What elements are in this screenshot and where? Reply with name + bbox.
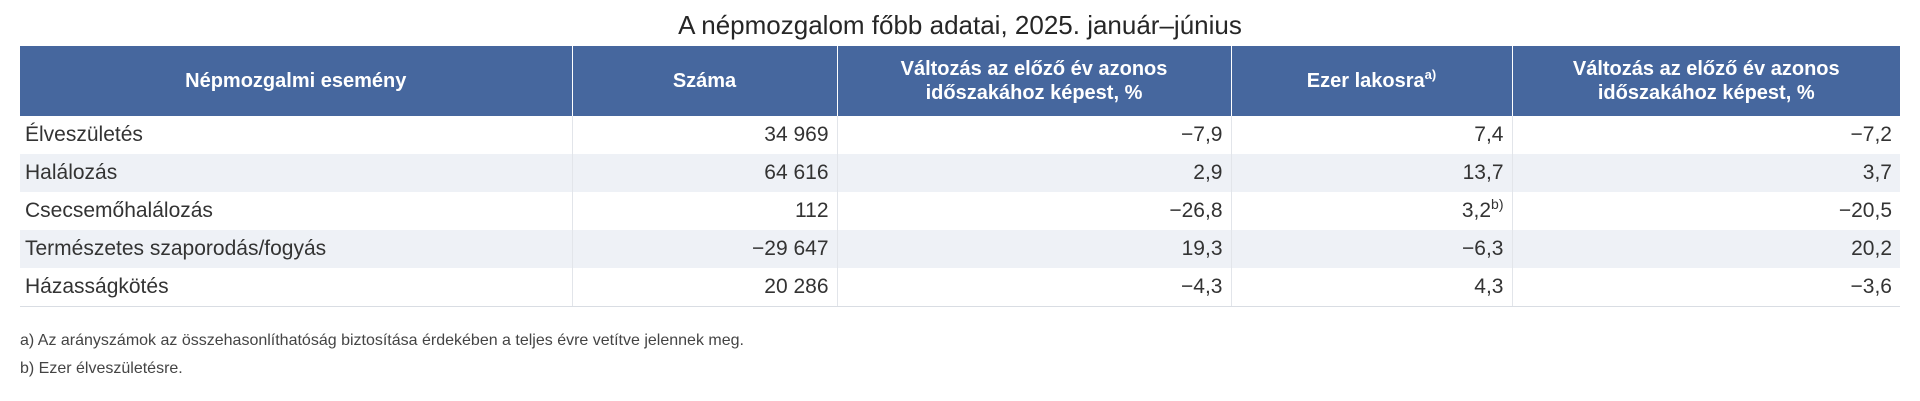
cell-change-rate: 20,2 (1512, 230, 1900, 268)
cell-change-count: −4,3 (837, 268, 1232, 307)
cell-count: 20 286 (572, 268, 838, 307)
header-event-label: Népmozgalmi esemény (185, 70, 407, 92)
cell-count: 112 (572, 192, 838, 230)
table-row: Természetes szaporodás/fogyás −29 647 19… (20, 230, 1900, 268)
demographics-table: Népmozgalmi esemény Száma Változás az el… (20, 46, 1900, 307)
table-row: Élveszületés 34 969 −7,9 7,4 −7,2 (20, 116, 1900, 154)
cell-event: Halálozás (20, 154, 573, 192)
header-event: Népmozgalmi esemény (20, 46, 573, 116)
table-header: Népmozgalmi esemény Száma Változás az el… (20, 46, 1900, 116)
cell-change-rate: −20,5 (1838, 199, 1892, 222)
cell-change-count: −7,9 (837, 116, 1232, 154)
cell-change-rate: −7,2 (1850, 123, 1892, 146)
header-row: Népmozgalmi esemény Száma Változás az el… (20, 46, 1900, 116)
cell-event: Természetes szaporodás/fogyás (20, 230, 573, 268)
footnote-marker-a: a) (1424, 67, 1437, 82)
header-change-rate: Változás az előző év azonos időszakához … (1512, 46, 1900, 116)
header-per-thousand-label: Ezer lakosra (1306, 70, 1425, 92)
header-count: Száma (572, 46, 838, 116)
table-row: Csecsemőhalálozás 112 −26,8 3,2b) −20,5 (20, 192, 1900, 230)
header-change-rate-label: Változás az előző év azonos időszakához … (1572, 58, 1840, 104)
cell-count: 64 616 (572, 154, 838, 192)
cell-per-thousand: 13,7 (1231, 154, 1513, 192)
per-thousand-value: −6,3 (1462, 237, 1504, 260)
cell-count: 34 969 (572, 116, 838, 154)
cell-change-count: 19,3 (837, 230, 1232, 268)
footnote-b: b) Ezer élveszületésre. (20, 360, 183, 377)
cell-change-rate: 3,7 (1512, 154, 1900, 192)
table-body: Élveszületés 34 969 −7,9 7,4 −7,2 Halálo… (20, 116, 1900, 307)
cell-event: Házasságkötés (20, 268, 573, 307)
cell-change-rate: −3,6 (1512, 268, 1900, 307)
header-change-count-label: Változás az előző év azonos időszakához … (900, 58, 1168, 104)
cell-change-count: 2,9 (837, 154, 1232, 192)
per-thousand-value: 3,2 (1461, 199, 1492, 222)
table-row: Házasságkötés 20 286 −4,3 4,3 −3,6 (20, 268, 1900, 307)
cell-per-thousand: 7,4 (1231, 116, 1513, 154)
cell-event: Csecsemőhalálozás (20, 192, 573, 230)
per-thousand-value: 13,7 (1462, 161, 1504, 184)
table-title: A népmozgalom főbb adatai, 2025. január–… (678, 10, 1242, 40)
cell-per-thousand: 4,3 (1231, 268, 1513, 307)
cell-per-thousand: −6,3 (1231, 230, 1513, 268)
cell-per-thousand: 3,2b) (1231, 192, 1513, 230)
table-row: Halálozás 64 616 2,9 13,7 3,7 (20, 154, 1900, 192)
per-thousand-value: 7,4 (1474, 123, 1504, 146)
footnote-a: a) Az arányszámok az összehasonlíthatósá… (20, 332, 744, 349)
per-thousand-value: 4,3 (1474, 275, 1504, 298)
header-per-thousand: Ezer lakosraa) (1231, 46, 1513, 116)
cell-count: −29 647 (572, 230, 838, 268)
cell-change-count: −26,8 (837, 192, 1232, 230)
header-change-count: Változás az előző év azonos időszakához … (837, 46, 1232, 116)
cell-event: Élveszületés (20, 116, 573, 154)
header-count-label: Száma (672, 70, 737, 92)
footnote-marker-b: b) (1491, 196, 1504, 212)
